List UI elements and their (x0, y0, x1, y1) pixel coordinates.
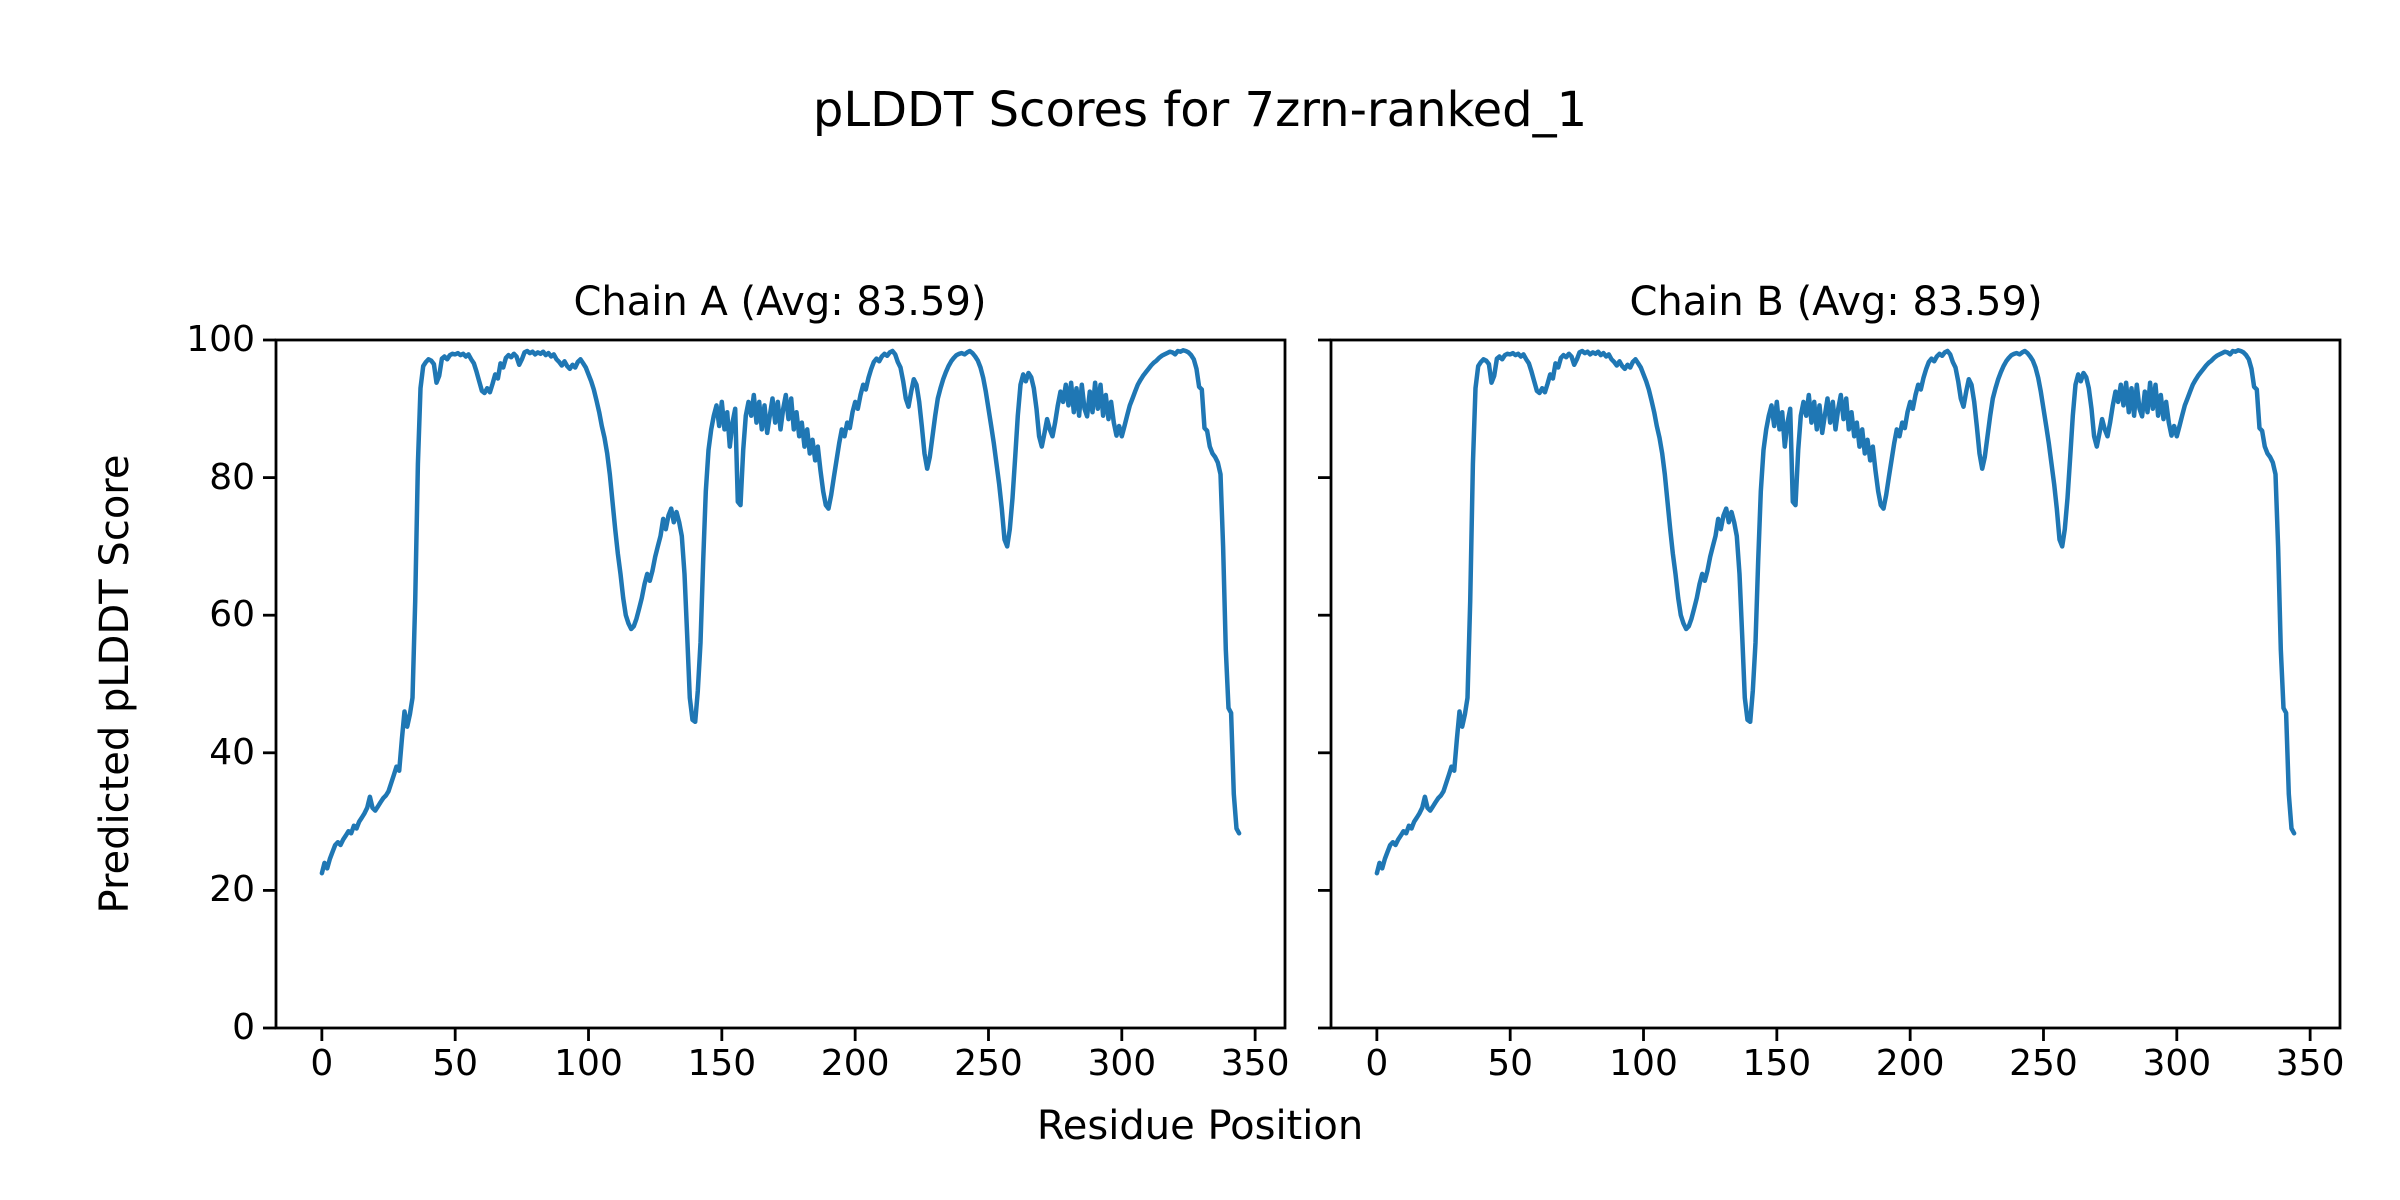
y-tick-label: 100 (186, 319, 255, 360)
x-tick-label: 50 (1487, 1043, 1534, 1084)
x-tick-label: 250 (2009, 1043, 2078, 1084)
y-tick-label: 40 (209, 731, 255, 773)
figure-title: pLDDT Scores for 7zrn-ranked_1 (812, 82, 1588, 138)
axes-spines (1329, 338, 2342, 1030)
plddt-line-chain-a (319, 348, 1242, 876)
x-tick-label: 0 (1365, 1043, 1389, 1084)
y-tick-label: 20 (209, 869, 255, 911)
axes-spines (274, 338, 1287, 1030)
x-tick-label: 250 (954, 1043, 1023, 1084)
x-tick-label: 200 (820, 1043, 890, 1084)
x-tick-label: 100 (1609, 1043, 1678, 1084)
x-tick-label: 300 (2142, 1043, 2212, 1084)
y-tick-label: 60 (209, 594, 255, 636)
x-tick-label: 50 (432, 1043, 479, 1084)
y-tick-label: 0 (232, 1007, 255, 1048)
x-tick-label: 150 (1742, 1043, 1812, 1084)
y-tick-label: 80 (209, 456, 255, 498)
x-tick-label: 0 (310, 1043, 334, 1084)
x-tick-label: 100 (554, 1043, 623, 1084)
subplot-title-chain-a: Chain A (Avg: 83.59) (573, 279, 987, 325)
subplot-title-chain-b: Chain B (Avg: 83.59) (1629, 279, 2043, 325)
x-tick-label: 200 (1875, 1043, 1945, 1084)
plddt-line-chain-b (1374, 348, 2297, 876)
x-axis-label: Residue Position (1036, 1103, 1364, 1149)
x-tick-label: 350 (1220, 1043, 1290, 1084)
x-tick-label: 300 (1087, 1043, 1157, 1084)
x-tick-label: 350 (2275, 1043, 2345, 1084)
x-tick-label: 150 (687, 1043, 757, 1084)
